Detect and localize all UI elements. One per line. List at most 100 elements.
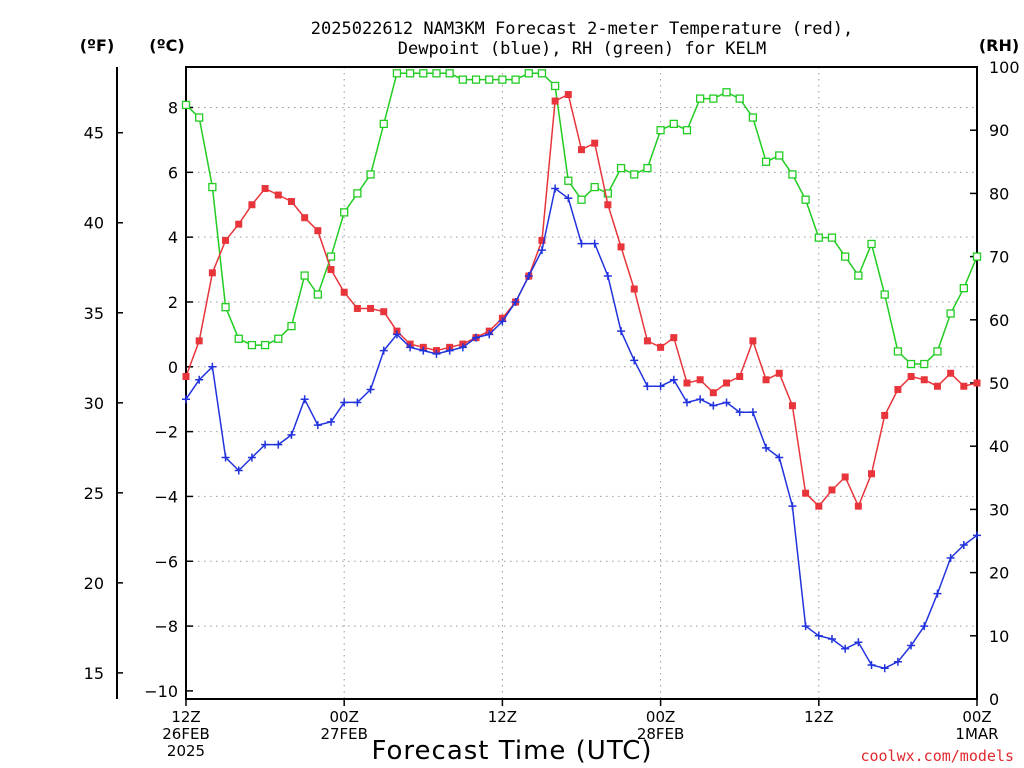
rh-point	[181, 100, 191, 110]
rh-point	[511, 75, 520, 84]
rh-tick-label: 20	[989, 564, 1009, 583]
rh-point	[801, 195, 810, 204]
rh-point	[379, 119, 388, 129]
temperature-point	[802, 489, 810, 497]
temperature-point	[274, 191, 282, 199]
x-axis-label: Forecast Time (UTC)	[371, 736, 652, 766]
temperature-point	[828, 486, 836, 494]
temperature-point	[775, 369, 783, 377]
chart-title: 2025022612 NAM3KM Forecast 2-meter Tempe…	[311, 19, 853, 39]
temperature-point	[933, 382, 941, 390]
rh-point	[696, 94, 705, 103]
fahrenheit-tick-label: 35	[84, 304, 104, 323]
series-temperature	[182, 91, 981, 510]
x-tick-label: 12Z	[171, 708, 200, 726]
rh-point	[537, 69, 547, 78]
dewpoint-point	[537, 246, 546, 255]
dewpoint-point	[669, 375, 678, 384]
dewpoint-point	[959, 541, 968, 550]
rh-point	[709, 94, 718, 103]
temperature-point	[551, 97, 559, 105]
rh-tick-label: 10	[989, 627, 1009, 646]
celsius-tick-label: −2	[154, 423, 178, 442]
rh-point	[221, 303, 230, 312]
rh-point	[761, 157, 771, 166]
dewpoint-point	[682, 398, 691, 407]
dewpoint-point	[247, 453, 256, 462]
x-tick-label: 26FEB	[162, 725, 209, 743]
temperature-point	[868, 470, 876, 478]
rh-point	[643, 163, 652, 173]
dewpoint-point	[300, 395, 309, 404]
rh-point	[260, 340, 270, 350]
rh-point	[366, 170, 375, 179]
dewpoint-point	[762, 443, 771, 452]
temperature-point	[749, 337, 757, 345]
temperature-point	[947, 369, 955, 377]
dewpoint-point	[195, 375, 204, 384]
fahrenheit-tick-label: 40	[84, 214, 104, 233]
rh-tick-label: 30	[989, 500, 1009, 519]
dewpoint-point	[419, 346, 428, 355]
rh-point	[735, 94, 744, 103]
dewpoint-point	[814, 631, 823, 640]
fahrenheit-tick-label: 20	[84, 574, 104, 593]
dewpoint-point	[458, 343, 467, 352]
temperature-point	[314, 227, 322, 235]
dewpoint-point	[867, 660, 876, 669]
rh-tick-label: 40	[989, 437, 1009, 456]
dewpoint-point	[946, 554, 955, 563]
dewpoint-line	[185, 187, 978, 669]
dewpoint-point	[920, 622, 929, 631]
dewpoint-point	[893, 657, 902, 666]
rh-point	[722, 88, 731, 97]
rh-point	[959, 284, 968, 293]
x-tick-label: 00Z	[330, 708, 359, 726]
temperature-point	[287, 198, 295, 206]
rh-unit-label: (RH)	[979, 36, 1019, 55]
series	[181, 69, 982, 673]
rh-point	[313, 290, 322, 299]
x-tick-label: 27FEB	[320, 725, 367, 743]
rh-point	[340, 208, 349, 217]
grid	[186, 67, 977, 699]
rh-tick-label: 60	[989, 311, 1009, 330]
dewpoint-point	[907, 641, 916, 650]
dewpoint-point	[379, 346, 388, 355]
rh-point	[748, 113, 758, 122]
rh-point	[300, 271, 309, 280]
rh-point	[287, 321, 296, 331]
temperature-point	[367, 304, 375, 312]
fahrenheit-tick-label: 30	[84, 394, 104, 413]
dewpoint-point	[854, 638, 863, 647]
rh-point	[906, 359, 916, 369]
temperature-point	[222, 236, 230, 244]
temperature-point	[920, 376, 928, 384]
temperature-point	[657, 343, 665, 351]
rh-point	[458, 75, 468, 84]
temperature-point	[604, 201, 612, 209]
dewpoint-point	[551, 184, 560, 193]
dewpoint-point	[274, 440, 283, 449]
x-tick-label: 12Z	[488, 708, 517, 726]
temperature-point	[261, 185, 269, 193]
dewpoint-point	[524, 272, 533, 281]
rh-point	[656, 126, 665, 135]
rh-point	[920, 359, 929, 369]
rh-point	[353, 189, 362, 198]
rh-point	[972, 252, 982, 261]
dewpoint-point	[788, 502, 797, 511]
celsius-tick-label: 2	[168, 293, 178, 312]
rh-tick-label: 0	[989, 690, 999, 709]
dewpoint-point	[603, 272, 612, 281]
temperature-point	[340, 288, 348, 296]
rh-point	[498, 75, 507, 84]
title-group: 2025022612 NAM3KM Forecast 2-meter Tempe…	[311, 19, 853, 59]
dewpoint-point	[709, 401, 718, 410]
x-tick-label: 12Z	[804, 708, 833, 726]
dewpoint-point	[801, 622, 810, 631]
rh-point	[893, 347, 903, 356]
temperature-point	[762, 376, 770, 384]
dewpoint-point	[880, 664, 889, 673]
